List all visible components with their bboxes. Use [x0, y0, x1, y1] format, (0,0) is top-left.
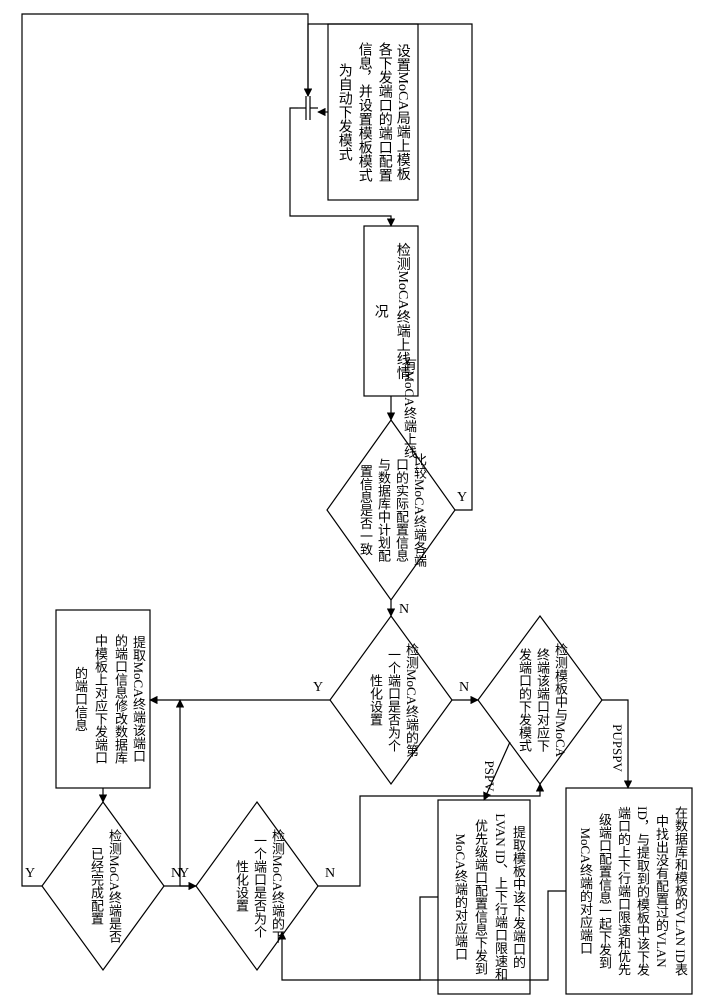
svg-text:级端口配置信息一起下发到: 级端口配置信息一起下发到: [597, 813, 612, 969]
n5: 检测模板中与MoCA 终端该端口对应下 发端口的下发模式: [478, 616, 602, 784]
svg-text:检测MoCA终端的第: 检测MoCA终端的第: [404, 643, 419, 758]
svg-text:性化设置: 性化设置: [368, 674, 383, 726]
svg-text:比较MoCA终端各端: 比较MoCA终端各端: [412, 453, 427, 568]
n7: 在数据库和模板的VLAN ID表 中找出没有配置过的VLAN ID，与提取到的模…: [566, 788, 692, 994]
splitter: [298, 96, 318, 120]
svg-text:一个端口是否为个: 一个端口是否为个: [386, 648, 401, 752]
svg-text:况: 况: [373, 304, 389, 319]
n3-Y-label: Y: [457, 490, 467, 505]
svg-text:信息，并设置模板模式: 信息，并设置模板模式: [357, 42, 373, 182]
n4-Y-label: Y: [313, 680, 323, 695]
svg-text:设置MoCA局端上模板: 设置MoCA局端上模板: [395, 44, 411, 181]
svg-text:MoCA终端的对应端口: MoCA终端的对应端口: [578, 827, 593, 955]
svg-text:口的实际配置信息: 口的实际配置信息: [394, 458, 409, 562]
svg-text:为自动下发模式: 为自动下发模式: [337, 63, 353, 161]
svg-text:的端口信息修改数据库: 的端口信息修改数据库: [113, 633, 128, 765]
svg-text:置信息是否一致: 置信息是否一致: [358, 465, 373, 556]
svg-text:检测模板中与MoCA: 检测模板中与MoCA: [553, 643, 568, 758]
svg-text:发端口的下发模式: 发端口的下发模式: [517, 647, 532, 752]
svg-text:MoCA终端的对应端口: MoCA终端的对应端口: [453, 833, 468, 961]
n3: 比较MoCA终端各端 口的实际配置信息 与数据库中计划配 置信息是否一致: [327, 420, 455, 600]
svg-text:中找出没有配置过的VLAN: 中找出没有配置过的VLAN: [654, 814, 669, 968]
n10-N-label: N: [171, 866, 181, 881]
svg-text:的端口信息: 的端口信息: [73, 666, 88, 732]
svg-text:中模板上对应下发端口: 中模板上对应下发端口: [93, 634, 108, 764]
svg-text:一个端口是否为个: 一个端口是否为个: [252, 834, 267, 938]
flowchart: 设置MoCA局端上模板 各下发端口的端口配置 信息，并设置模板模式 为自动下发模…: [0, 0, 710, 1000]
edge-n6-n8: [282, 897, 438, 980]
n8-N-label: N: [325, 866, 335, 881]
n10: 检测MoCA终端是否 已经完成配置: [42, 802, 164, 970]
n5-PSPV-label: PSPV: [482, 760, 497, 792]
svg-text:终端该端口对应下: 终端该端口对应下: [535, 647, 550, 752]
svg-text:优先级端口配置信息下发到: 优先级端口配置信息下发到: [473, 819, 488, 975]
n9: 提取MoCA终端该端口 的端口信息修改数据库 中模板上对应下发端口 的端口信息: [56, 610, 150, 788]
n6: 提取模板中该下发端口的 LVAN ID、上下行端口限速和 优先级端口配置信息下发…: [438, 800, 530, 994]
n4-N-label: N: [459, 680, 469, 695]
svg-text:端口的上下行端口限速和优先: 端口的上下行端口限速和优先: [616, 807, 631, 977]
n3-N-label: N: [399, 602, 409, 617]
svg-text:在数据库和模板的VLAN ID表: 在数据库和模板的VLAN ID表: [673, 806, 688, 977]
svg-text:提取MoCA终端该端口: 提取MoCA终端该端口: [131, 635, 146, 763]
svg-text:各下发端口的端口配置: 各下发端口的端口配置: [377, 42, 393, 182]
edge-online-label: 有MoCA终端上线: [402, 357, 417, 459]
n5-PUPSPV-label: PUPSPV: [610, 724, 625, 772]
svg-text:提取模板中该下发端口的: 提取模板中该下发端口的: [511, 825, 526, 969]
svg-text:检测MoCA终端的下: 检测MoCA终端的下: [270, 829, 285, 944]
n10-Y-label: Y: [25, 866, 35, 881]
svg-text:性化设置: 性化设置: [234, 860, 249, 912]
n1: 设置MoCA局端上模板 各下发端口的端口配置 信息，并设置模板模式 为自动下发模…: [328, 24, 418, 200]
n4: 检测MoCA终端的第 一个端口是否为个 性化设置: [330, 616, 452, 784]
svg-text:已经完成配置: 已经完成配置: [89, 847, 104, 925]
svg-text:LVAN ID、上下行端口限速和: LVAN ID、上下行端口限速和: [493, 813, 508, 981]
svg-text:ID，与提取到的模板中该下发: ID，与提取到的模板中该下发: [635, 806, 650, 976]
svg-text:与数据库中计划配: 与数据库中计划配: [376, 458, 391, 562]
n8: 检测MoCA终端的下 一个端口是否为个 性化设置: [196, 802, 318, 970]
edge-n8-Y: [180, 700, 196, 886]
svg-text:检测MoCA终端是否: 检测MoCA终端是否: [107, 829, 122, 944]
